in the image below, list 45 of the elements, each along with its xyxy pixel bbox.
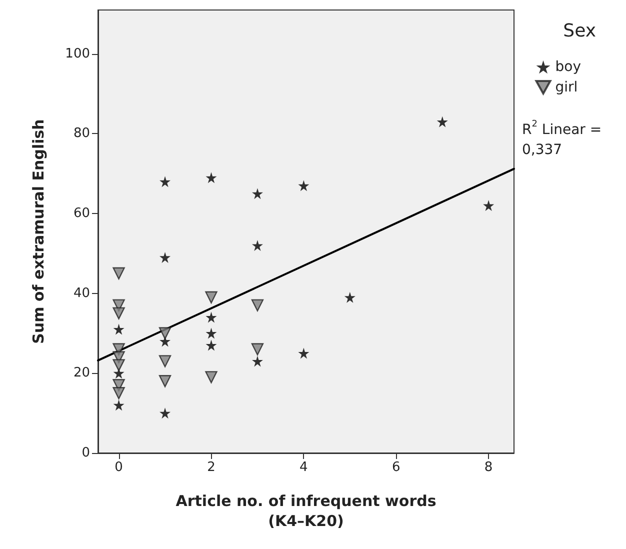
point <box>112 267 125 280</box>
point <box>158 375 172 388</box>
point <box>205 371 218 384</box>
point <box>251 299 264 312</box>
point <box>298 180 310 192</box>
y-tick-label: 60 <box>73 206 90 222</box>
x-tick-label: 6 <box>392 460 400 475</box>
point <box>112 387 125 400</box>
y-tick-label: 100 <box>65 46 90 62</box>
point <box>113 400 124 411</box>
y-tick-label: 80 <box>73 126 90 142</box>
x-tick-label: 8 <box>484 460 493 475</box>
point <box>251 343 264 356</box>
legend-label: girl <box>555 79 578 96</box>
y-axis-title: Sum of extramural English <box>30 119 48 344</box>
point <box>252 356 263 367</box>
y-tick-label: 20 <box>73 366 90 381</box>
point <box>206 312 217 323</box>
point <box>252 240 263 251</box>
point <box>160 336 171 347</box>
point <box>436 116 448 128</box>
point <box>112 359 125 372</box>
x-tick-label: 4 <box>300 460 308 475</box>
point <box>112 307 125 320</box>
x-axis-title: Article no. of infrequent words (K4–K20) <box>176 492 436 530</box>
x-tick-label: 2 <box>207 460 216 475</box>
x-tick-label: 0 <box>114 460 123 475</box>
point <box>206 172 217 184</box>
point <box>158 327 172 340</box>
legend-title: Sex <box>563 20 596 42</box>
legend-label: boy <box>555 59 582 75</box>
point <box>160 252 171 263</box>
point <box>206 340 217 351</box>
y-tick-label: 40 <box>73 286 90 301</box>
point <box>483 200 494 212</box>
point <box>158 355 172 368</box>
point <box>205 291 218 304</box>
point <box>252 188 263 200</box>
point <box>113 324 124 335</box>
y-tick-label: 0 <box>82 446 90 460</box>
point <box>206 328 217 339</box>
point <box>344 292 356 303</box>
point <box>160 176 171 188</box>
point <box>298 348 310 359</box>
point <box>160 408 171 419</box>
